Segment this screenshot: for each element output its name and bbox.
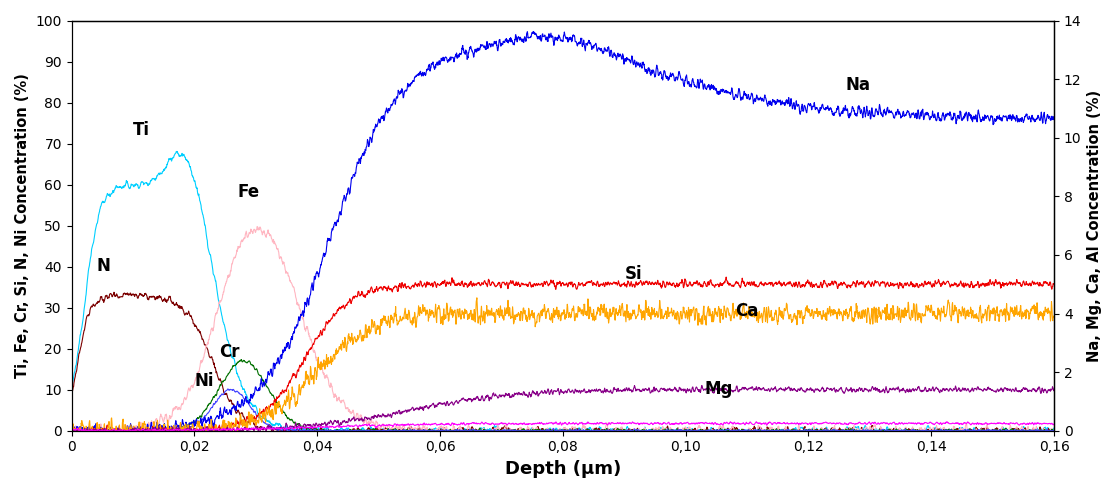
Text: Si: Si: [624, 265, 642, 283]
Text: Ni: Ni: [194, 372, 214, 389]
Text: Na: Na: [846, 76, 870, 94]
Text: N: N: [96, 257, 111, 275]
Text: Fe: Fe: [238, 183, 259, 201]
Y-axis label: Na, Mg, Ca, Al Concentration (%): Na, Mg, Ca, Al Concentration (%): [1087, 90, 1102, 362]
Text: Ca: Ca: [735, 302, 758, 320]
X-axis label: Depth (μm): Depth (μm): [505, 460, 621, 478]
Text: Cr: Cr: [219, 343, 239, 361]
Text: Ti: Ti: [133, 121, 150, 140]
Y-axis label: Ti, Fe, Cr, Si, N, Ni Concentration (%): Ti, Fe, Cr, Si, N, Ni Concentration (%): [15, 73, 30, 378]
Text: Mg: Mg: [704, 380, 733, 398]
